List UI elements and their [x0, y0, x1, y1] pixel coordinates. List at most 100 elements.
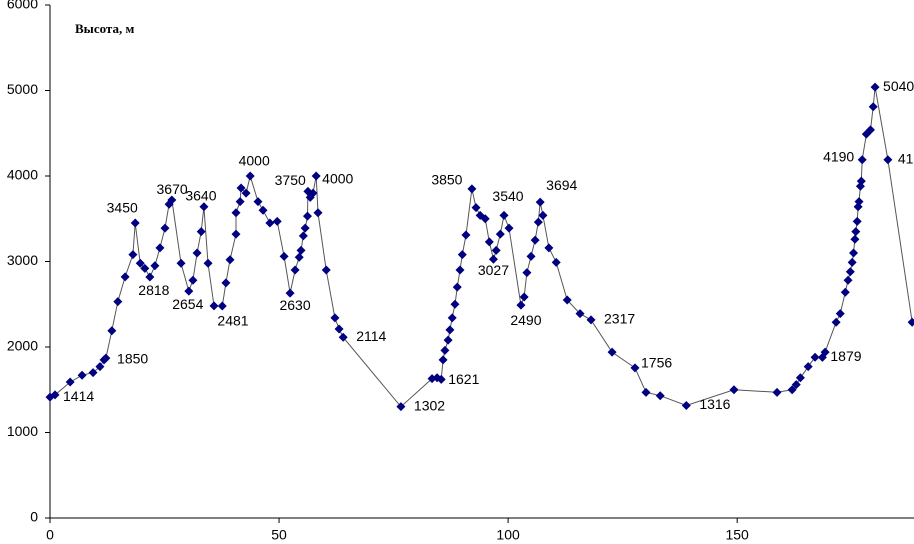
marker [851, 227, 861, 237]
marker [135, 258, 145, 268]
marker [145, 272, 155, 282]
marker [258, 205, 268, 215]
marker [290, 265, 300, 275]
marker [396, 402, 406, 412]
marker [101, 353, 111, 363]
marker [810, 352, 820, 362]
data-label: 2630 [279, 297, 310, 313]
data-label: 3027 [478, 262, 509, 278]
y-tick-label: 6000 [7, 0, 38, 12]
marker [65, 377, 75, 387]
marker [455, 265, 465, 275]
marker [330, 313, 340, 323]
data-label: 1756 [641, 355, 672, 371]
marker [845, 267, 855, 277]
marker [607, 347, 617, 357]
data-label: 3540 [492, 188, 523, 204]
data-label: 1879 [830, 348, 861, 364]
y-tick-label: 3000 [7, 252, 38, 268]
marker [562, 295, 572, 305]
marker [128, 250, 138, 260]
marker [854, 197, 864, 207]
marker [438, 355, 448, 365]
marker [447, 313, 457, 323]
marker [457, 250, 467, 260]
marker [231, 208, 241, 218]
data-label: 1302 [414, 397, 445, 413]
marker [130, 218, 140, 228]
marker [176, 258, 186, 268]
marker [870, 82, 880, 92]
marker [820, 347, 830, 357]
chart-title: Высота, м [75, 21, 134, 36]
x-tick-label: 100 [496, 527, 520, 543]
marker [586, 315, 596, 325]
marker [235, 197, 245, 207]
marker [681, 400, 691, 410]
marker [850, 234, 860, 244]
marker [849, 248, 859, 258]
marker [504, 223, 514, 233]
marker [787, 385, 797, 395]
marker [522, 268, 532, 278]
marker [443, 335, 453, 345]
marker [795, 373, 805, 383]
marker [221, 278, 231, 288]
marker [95, 362, 105, 372]
marker [50, 390, 60, 400]
marker [225, 255, 235, 265]
data-label: 1316 [699, 396, 730, 412]
marker [791, 380, 801, 390]
marker [296, 245, 306, 255]
marker [488, 254, 498, 264]
marker [484, 237, 494, 247]
line [49, 87, 913, 408]
data-label: 1621 [448, 371, 479, 387]
marker [184, 286, 194, 296]
marker [321, 265, 331, 275]
marker [526, 251, 536, 261]
data-label: 3694 [546, 177, 577, 193]
marker [729, 385, 739, 395]
marker [236, 183, 246, 193]
data-label: 2490 [510, 312, 541, 328]
marker [533, 217, 543, 227]
marker [480, 214, 490, 224]
marker [241, 188, 251, 198]
marker [855, 181, 865, 191]
marker [231, 229, 241, 239]
marker [140, 263, 150, 273]
marker [835, 309, 845, 319]
marker [436, 374, 446, 384]
data-label: 1414 [63, 388, 94, 404]
marker [535, 197, 545, 207]
data-label: 2481 [217, 313, 248, 329]
marker [831, 317, 841, 327]
data-label: 3640 [185, 187, 216, 203]
marker [308, 188, 318, 198]
marker [907, 317, 914, 327]
data-label: 3450 [107, 200, 138, 216]
marker [77, 370, 87, 380]
data-label: 4190 [823, 148, 854, 164]
marker [167, 195, 177, 205]
marker [217, 301, 227, 311]
marker [253, 197, 263, 207]
marker [551, 257, 561, 267]
data-label: 2654 [172, 296, 203, 312]
data-label: 2114 [356, 328, 386, 344]
marker [209, 301, 219, 311]
marker [519, 292, 529, 302]
marker [302, 211, 312, 221]
marker [311, 171, 321, 181]
marker [856, 176, 866, 186]
data-label: 3670 [157, 181, 188, 197]
marker [313, 208, 323, 218]
marker [471, 203, 481, 213]
marker [772, 387, 782, 397]
marker [544, 243, 554, 253]
marker [155, 243, 165, 253]
data-label: 3850 [431, 172, 462, 188]
marker [88, 368, 98, 378]
